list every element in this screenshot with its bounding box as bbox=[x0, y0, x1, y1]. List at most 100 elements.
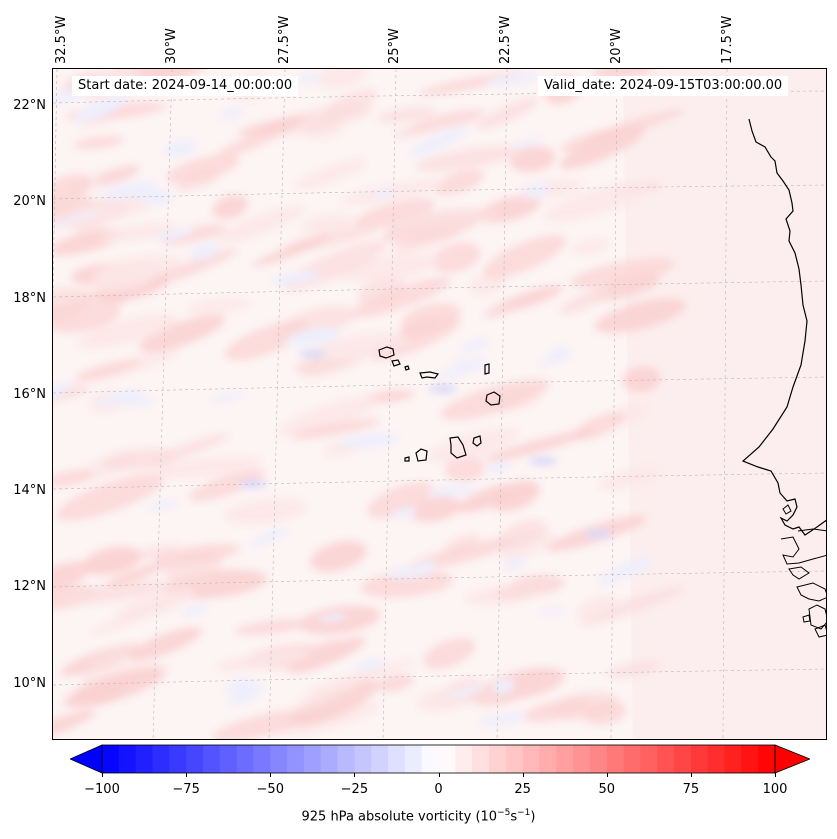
lon-label-32-5w: 32.5°W bbox=[54, 15, 69, 64]
colorbar-label-mid: s bbox=[510, 809, 518, 825]
colorbar-cell bbox=[724, 745, 742, 773]
vorticity-negative-blob bbox=[95, 390, 144, 406]
vorticity-positive-blob bbox=[418, 71, 524, 96]
vorticity-positive-blob bbox=[434, 169, 484, 195]
vorticity-positive-blob bbox=[570, 258, 675, 288]
colorbar-cell bbox=[539, 745, 557, 773]
colorbar-tick-label: −75 bbox=[172, 782, 200, 797]
colorbar-label: 925 hPa absolute vorticity (10−5s−1) bbox=[0, 808, 837, 824]
vorticity-positive-blob bbox=[592, 69, 654, 80]
vorticity-positive-blob bbox=[211, 709, 311, 739]
cape-verde-islands bbox=[378, 346, 501, 462]
vorticity-positive-blob bbox=[599, 467, 661, 490]
vorticity-negative-blob bbox=[73, 95, 129, 122]
colorbar-tick-mark bbox=[186, 773, 188, 777]
vorticity-positive-blob bbox=[559, 126, 646, 170]
vorticity-negative-blob bbox=[318, 613, 347, 622]
colorbar-cell bbox=[522, 745, 540, 773]
colorbar-cell bbox=[455, 745, 473, 773]
vorticity-positive-blob bbox=[483, 292, 539, 318]
vorticity-positive-blob bbox=[57, 580, 167, 605]
vorticity-negative-blob bbox=[53, 211, 101, 227]
vorticity-positive-blob bbox=[56, 473, 165, 521]
colorbar-tick-label: −50 bbox=[256, 782, 284, 797]
vorticity-positive-blob bbox=[145, 248, 238, 288]
vorticity-positive-blob bbox=[310, 540, 367, 572]
colorbar-cell bbox=[472, 745, 490, 773]
colorbar-cell bbox=[118, 745, 137, 773]
vorticity-positive-blob bbox=[225, 498, 307, 525]
colorbar-cell bbox=[674, 745, 692, 773]
vorticity-positive-blob bbox=[225, 320, 309, 361]
vorticity-positive-blob bbox=[295, 159, 366, 189]
vorticity-negative-blob bbox=[220, 107, 243, 119]
colorbar-cell bbox=[236, 745, 254, 773]
vorticity-positive-blob bbox=[53, 469, 93, 487]
vorticity-positive-blob bbox=[580, 586, 685, 625]
vorticity-negative-blob bbox=[251, 528, 288, 546]
colorbar-tick-mark bbox=[438, 773, 440, 777]
vorticity-positive-blob bbox=[523, 698, 591, 722]
graticule bbox=[53, 69, 826, 739]
colorbar-cell bbox=[253, 745, 271, 773]
vorticity-positive-blob bbox=[166, 154, 239, 184]
lon-label-22-5w: 22.5°W bbox=[498, 15, 513, 64]
island-fogo bbox=[415, 448, 428, 462]
vorticity-negative-blob bbox=[147, 500, 179, 510]
vorticity-positive-blob bbox=[291, 418, 381, 439]
coast-guinea bbox=[808, 604, 826, 630]
coast-casamance bbox=[780, 536, 826, 565]
vorticity-positive-blob bbox=[572, 239, 610, 254]
vorticity-negative-blob bbox=[460, 338, 489, 353]
vorticity-positive-blob bbox=[360, 570, 453, 598]
colorbar-tick-mark bbox=[522, 773, 524, 777]
vorticity-positive-blob bbox=[53, 174, 92, 210]
island-sao-nicolau bbox=[419, 371, 440, 379]
colorbar-svg bbox=[69, 744, 812, 774]
colorbar-tick-mark bbox=[270, 773, 272, 777]
island-sao-vicente bbox=[391, 359, 401, 367]
vorticity-negative-blob bbox=[539, 607, 564, 615]
colorbar-tick-label: 50 bbox=[598, 782, 616, 797]
colorbar-cells bbox=[102, 745, 776, 773]
lat-label-14n: 14°N bbox=[13, 483, 46, 498]
vorticity-map bbox=[53, 69, 826, 739]
vorticity-positive-blob bbox=[154, 543, 240, 566]
colorbar-cell bbox=[404, 745, 423, 773]
lon-label-17-5w: 17.5°W bbox=[720, 15, 735, 64]
vorticity-negative-core bbox=[529, 457, 557, 465]
vorticity-positive-blob bbox=[440, 379, 549, 420]
vorticity-positive-blob bbox=[53, 561, 93, 593]
lon-label-27-5w: 27.5°W bbox=[277, 15, 292, 64]
colorbar-cell bbox=[606, 745, 625, 773]
colorbar-cell bbox=[556, 745, 574, 773]
lat-label-12n: 12°N bbox=[13, 579, 46, 594]
vorticity-positive-blob bbox=[188, 298, 250, 314]
vorticity-positive-blob bbox=[607, 660, 661, 678]
vorticity-positive-blob bbox=[73, 136, 124, 149]
vorticity-positive-blob bbox=[100, 223, 178, 242]
colorbar bbox=[69, 744, 812, 774]
colorbar-cell bbox=[388, 745, 406, 773]
vorticity-negative-blob bbox=[271, 271, 321, 285]
coast-bissau bbox=[788, 566, 810, 580]
vorticity-negative-blob bbox=[444, 684, 485, 698]
island-sal bbox=[484, 363, 490, 375]
vorticity-positive-blob bbox=[560, 287, 612, 314]
colorbar-cell bbox=[186, 745, 204, 773]
colorbar-cell bbox=[320, 745, 339, 773]
vorticity-positive-blob bbox=[277, 396, 381, 436]
colorbar-tick-label: 75 bbox=[682, 782, 700, 797]
vorticity-negative-blob bbox=[392, 507, 418, 518]
vorticity-positive-blob bbox=[484, 429, 594, 462]
vorticity-negative-core bbox=[299, 350, 327, 358]
vorticity-positive-blob bbox=[423, 638, 475, 669]
coast-gambia bbox=[797, 528, 826, 532]
vorticity-positive-blob bbox=[385, 208, 501, 231]
colorbar-tick-mark bbox=[354, 773, 356, 777]
start-date-label: Start date: 2024-09-14_00:00:00 bbox=[72, 76, 299, 96]
vorticity-positive-blob bbox=[189, 469, 265, 502]
colorbar-cell bbox=[219, 745, 238, 773]
vorticity-positive-blob bbox=[212, 194, 248, 220]
vorticity-positive-blob bbox=[237, 116, 306, 136]
